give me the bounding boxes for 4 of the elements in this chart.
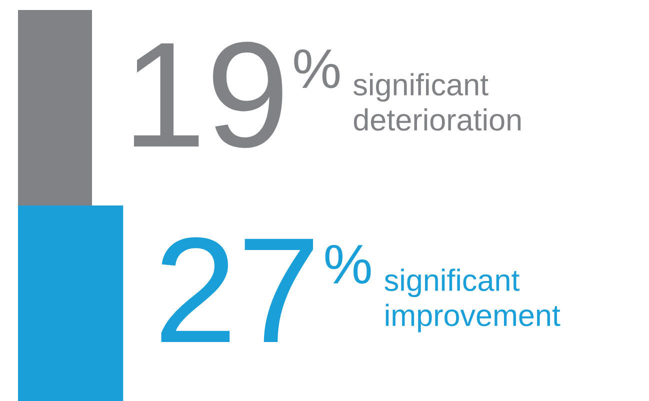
text: significant deterioration	[354, 73, 521, 131]
data-label: 19%	[134, 42, 340, 148]
data-label: 27%	[161, 237, 371, 342]
text: significant improvement	[384, 268, 560, 332]
